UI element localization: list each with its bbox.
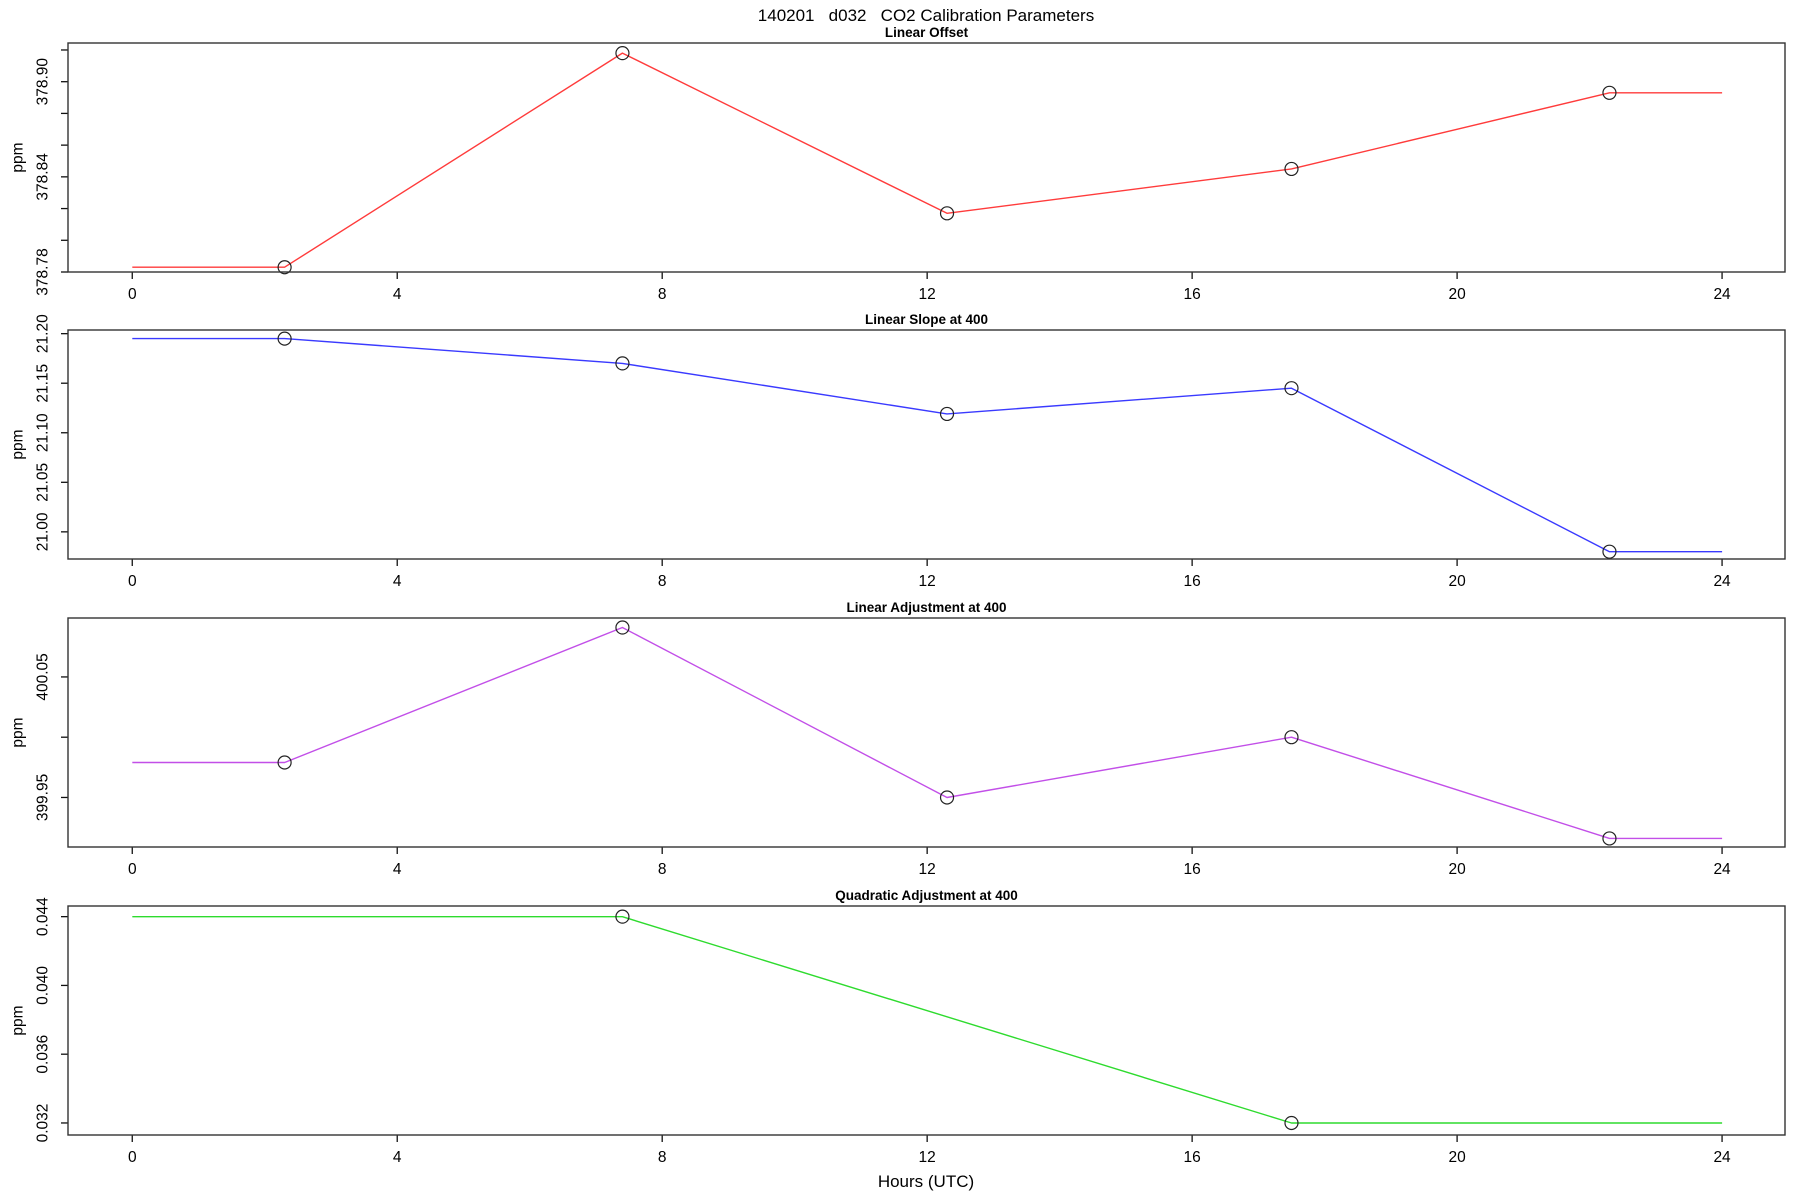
y-tick-label: 378.90 [34,58,51,106]
data-point [277,260,292,275]
y-tick-label: 399.95 [34,774,51,821]
data-point [939,406,955,422]
x-tick-label: 0 [128,1149,137,1166]
y-tick-label: 0.044 [34,897,51,936]
panel-title: Quadratic Adjustment at 400 [835,888,1018,903]
x-tick-label: 16 [1184,1149,1201,1166]
x-tick-label: 4 [393,286,402,303]
data-point [1602,544,1617,559]
y-tick-label: 378.84 [34,153,51,201]
x-tick-label: 12 [919,861,936,878]
y-tick-label: 21.10 [34,413,51,452]
x-tick-label: 4 [393,573,402,590]
x-tick-label: 12 [919,1149,936,1166]
y-tick-label: 21.15 [34,364,51,403]
main-title: 140201 d032 CO2 Calibration Parameters [757,6,1095,25]
data-point [1284,1115,1299,1131]
data-point [277,331,292,346]
y-axis-title: ppm [9,717,26,747]
y-tick-label: 378.78 [34,248,51,295]
data-point [1602,85,1617,100]
x-tick-label: 8 [658,861,667,878]
x-tick-label: 24 [1713,861,1731,878]
x-tick-label: 20 [1448,286,1466,303]
data-point [1284,381,1299,396]
y-axis-title: ppm [9,142,26,172]
y-tick-label: 21.20 [34,314,51,353]
data-point [1284,730,1299,745]
data-point [939,790,955,805]
x-tick-label: 16 [1184,861,1201,878]
data-point [939,206,955,221]
data-point [615,46,630,61]
x-tick-label: 16 [1184,573,1201,590]
series-line [132,626,1723,840]
x-tick-label: 0 [128,286,137,303]
x-tick-label: 16 [1184,286,1201,303]
x-tick-label: 12 [919,573,936,590]
x-tick-label: 20 [1448,861,1466,878]
data-point [277,755,292,770]
data-point [1284,161,1299,177]
y-tick-label: 0.036 [34,1035,51,1074]
y-tick-label: 0.032 [34,1104,51,1143]
y-axis-title: ppm [9,429,26,459]
panel-title: Linear Offset [885,25,969,40]
series-line [132,52,1723,268]
data-point [615,909,630,924]
y-tick-label: 21.00 [34,512,51,551]
series-line [132,916,1723,1124]
x-tick-label: 4 [393,1149,402,1166]
x-tick-label: 0 [128,861,137,878]
x-tick-label: 8 [658,573,667,590]
panel-border [67,42,1786,273]
x-tick-label: 8 [658,286,667,303]
y-tick-label: 400.05 [34,653,51,700]
data-point [615,620,630,635]
panel-border [67,329,1786,560]
y-tick-label: 21.05 [34,463,51,502]
x-tick-label: 20 [1448,573,1466,590]
series-line [132,337,1723,553]
x-tick-label: 8 [658,1149,667,1166]
y-axis-title: ppm [9,1005,26,1035]
x-tick-label: 24 [1713,573,1731,590]
data-point [1602,831,1617,846]
panel-border [67,905,1786,1136]
panel-title: Linear Slope at 400 [865,312,988,327]
x-tick-label: 12 [919,286,936,303]
data-point [615,356,630,371]
panel-border [67,617,1786,848]
x-tick-label: 24 [1713,1149,1731,1166]
y-tick-label: 0.040 [34,966,51,1005]
x-axis-title: Hours (UTC) [877,1172,975,1191]
x-tick-label: 20 [1448,1149,1466,1166]
x-tick-label: 0 [128,573,137,590]
x-tick-label: 24 [1713,286,1731,303]
x-tick-label: 4 [393,861,402,878]
panel-title: Linear Adjustment at 400 [846,600,1006,615]
